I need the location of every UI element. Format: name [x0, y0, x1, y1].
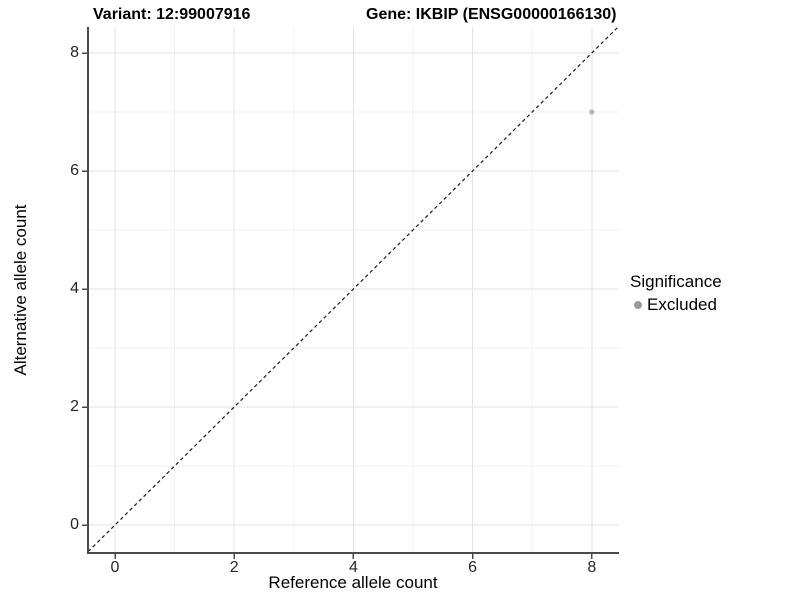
legend: Significance Excluded — [630, 271, 722, 315]
x-axis-title: Reference allele count — [268, 573, 438, 592]
y-tick-label: 8 — [70, 44, 79, 61]
x-tick-label: 6 — [468, 559, 478, 576]
y-tick-label: 4 — [70, 280, 79, 297]
x-tick-label: 8 — [587, 559, 597, 576]
x-tick-label: 4 — [348, 559, 358, 576]
y-axis-title: Alternative allele count — [11, 204, 30, 376]
y-tick-label: 0 — [70, 516, 79, 533]
x-tick-label: 2 — [229, 559, 239, 576]
x-tick-label: 0 — [110, 559, 120, 576]
plot-title-variant: Variant: 12:99007916 — [93, 6, 251, 23]
plot-title-gene: Gene: IKBIP (ENSG00000166130) — [366, 6, 617, 23]
y-tick-label: 2 — [70, 398, 79, 415]
data-point — [589, 109, 595, 115]
legend-title: Significance — [630, 272, 722, 291]
y-tick-label: 6 — [70, 162, 79, 179]
legend-item-label: Excluded — [647, 295, 717, 314]
legend-point-icon — [634, 301, 642, 309]
legend-item-excluded: Excluded — [634, 295, 722, 315]
identity-dashed-line — [87, 26, 619, 552]
